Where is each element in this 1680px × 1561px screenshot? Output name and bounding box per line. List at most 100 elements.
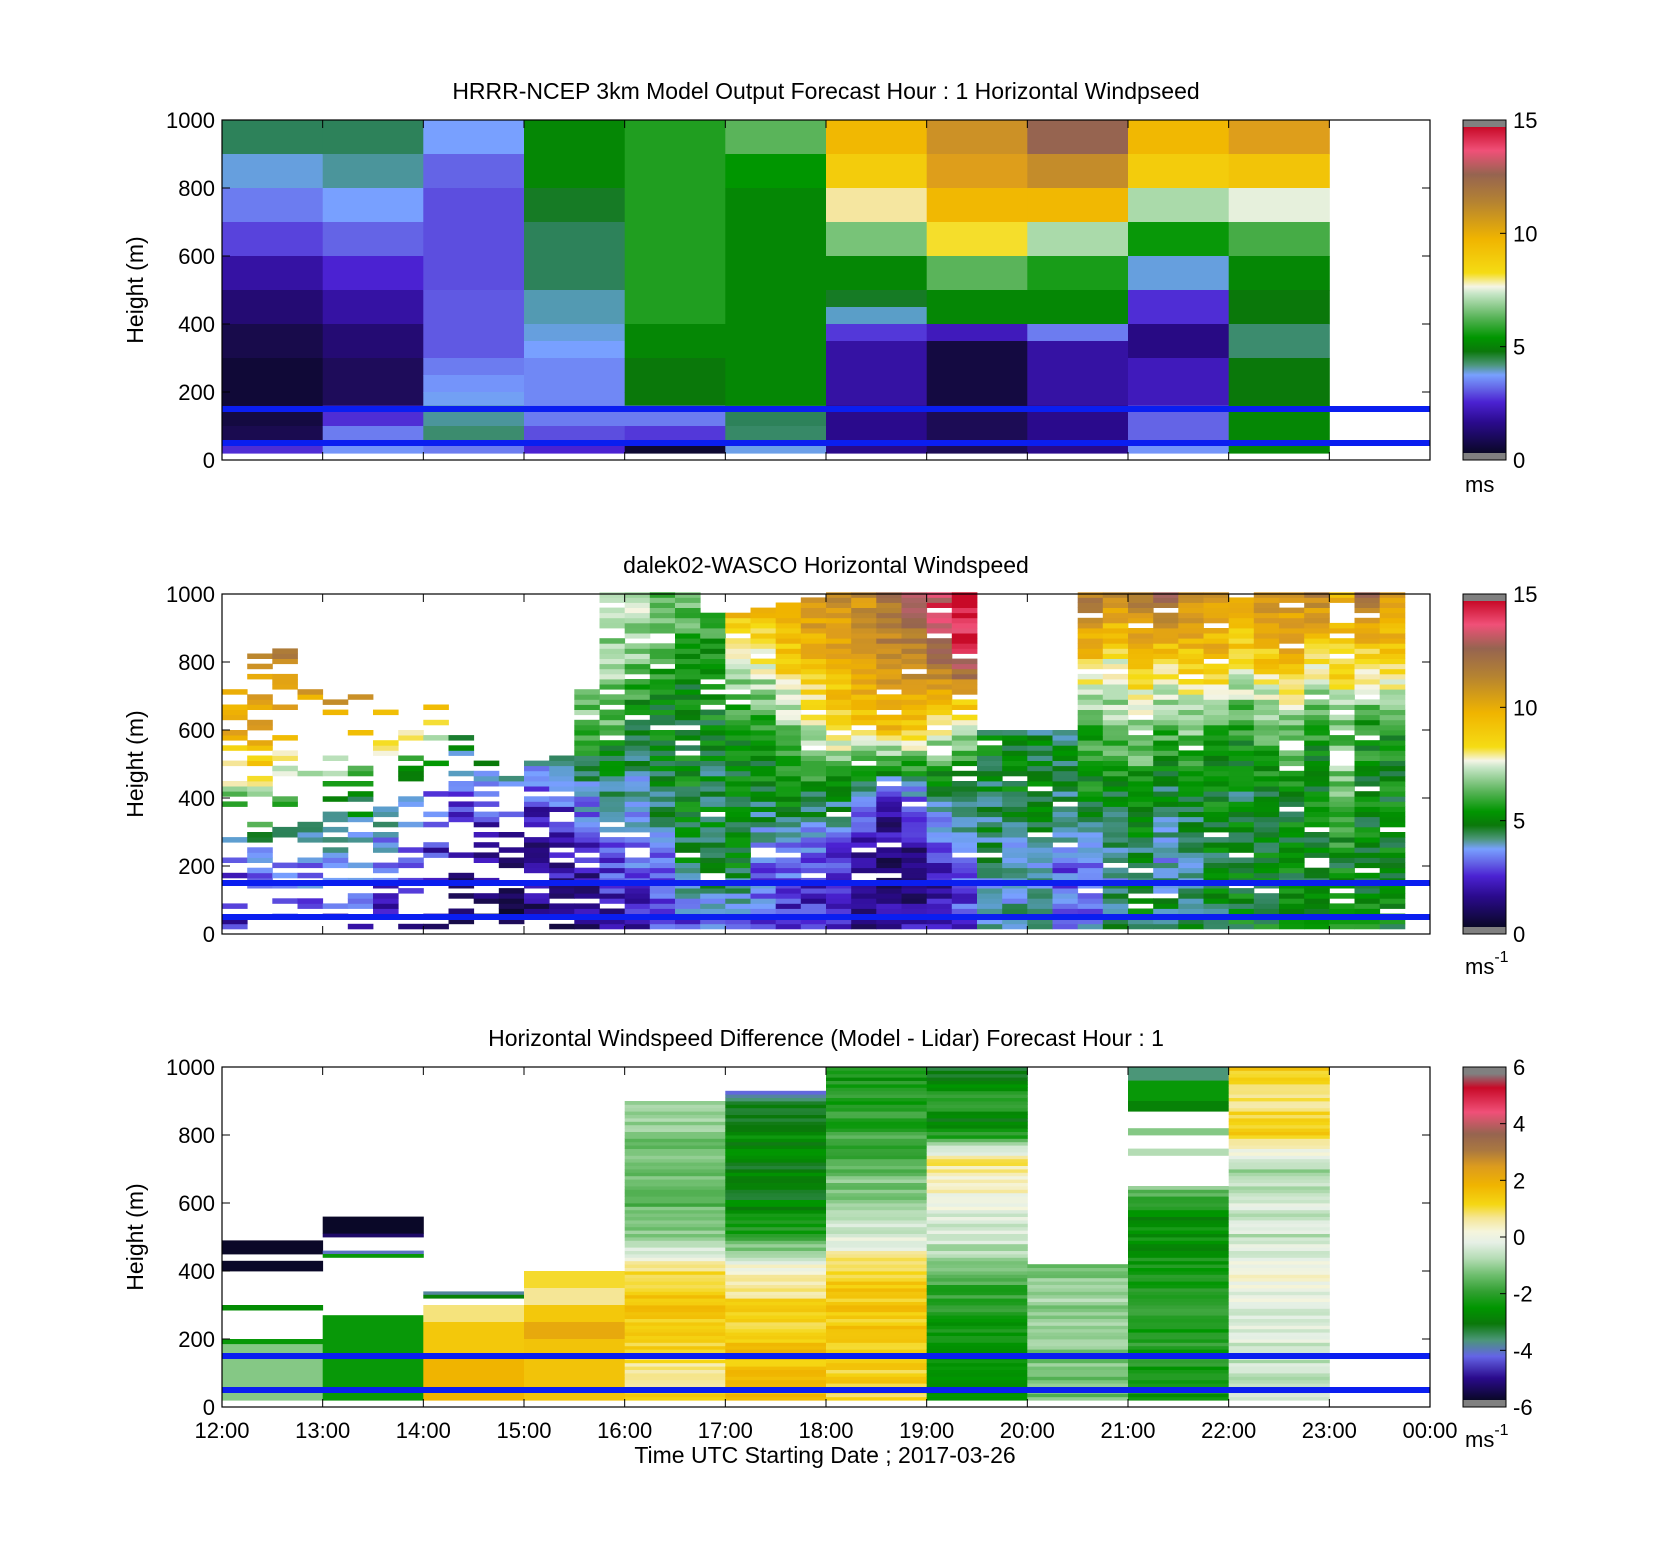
heatmap-cell [951,898,978,904]
heatmap-cell [649,592,676,598]
heatmap-cell [1379,847,1406,853]
heatmap-cell [1203,745,1230,751]
heatmap-cell [549,775,575,782]
heatmap-cell [675,842,701,848]
heatmap-cell [725,872,751,879]
heatmap-cell [675,791,701,797]
heatmap-cell [1304,755,1330,761]
heatmap-cell [322,1233,424,1238]
heatmap-cell [1027,1379,1129,1384]
heatmap-cell [272,684,298,690]
heatmap-cell [222,426,324,444]
heatmap-cell [1279,826,1305,833]
heatmap-cell [826,658,852,665]
heatmap-cell [423,1291,525,1296]
heatmap-cell [649,679,676,685]
heatmap-cell [1279,622,1305,629]
heatmap-cell [1329,745,1355,751]
heatmap-cell [826,1379,928,1384]
heatmap-cell [876,643,902,649]
heatmap-cell [624,801,651,807]
heatmap-cell [826,816,852,823]
heatmap-cell [951,867,978,874]
heatmap-cell [1077,847,1104,853]
heatmap-cell [649,622,676,629]
heatmap-cell [977,908,1003,914]
heatmap-cell [599,918,626,925]
heatmap-cell [1354,750,1381,756]
heatmap-cell [423,120,525,155]
heatmap-cell [951,832,978,838]
heatmap-cell [1077,811,1104,818]
heatmap-cell [1128,1359,1230,1364]
heatmap-cell [1128,908,1154,914]
heatmap-cell [951,842,978,848]
heatmap-cell [574,735,600,741]
heatmap-cell [951,592,978,598]
heatmap-cell [675,867,701,874]
heatmap-cell [926,1308,1028,1313]
heatmap-cell [574,760,600,767]
heatmap-cell [826,1366,928,1370]
heatmap-cell [926,1366,1028,1370]
heatmap-cell [1329,816,1355,823]
heatmap-cell [1279,908,1305,914]
heatmap-cell [1128,1277,1230,1282]
heatmap-cell [750,903,777,909]
heatmap-cell [775,796,802,802]
heatmap-cell [1052,775,1079,782]
heatmap-cell [1052,781,1079,787]
heatmap-cell [1329,694,1355,700]
heatmap-cell [826,1230,928,1234]
heatmap-cell [1077,719,1104,726]
heatmap-cell [423,1305,525,1323]
heatmap-cell [1279,704,1305,710]
heatmap-cell [826,908,852,914]
heatmap-cell [826,735,852,741]
heatmap-cell [599,781,626,787]
heatmap-cell [373,740,399,746]
heatmap-cell [1228,1104,1330,1109]
heatmap-cell [1102,714,1129,721]
heatmap-cell [448,735,475,741]
heatmap-cell [1354,689,1381,695]
heatmap-cell [951,617,978,624]
heatmap-cell [826,755,852,761]
heatmap-cell [649,699,676,705]
heatmap-cell [675,903,701,909]
heatmap-cell [851,663,877,670]
heatmap-cell [725,1243,827,1248]
heatmap-cell [775,689,802,695]
heatmap-cell [448,750,475,756]
heatmap-cell [926,821,953,828]
heatmap-cell [1228,1342,1330,1347]
heatmap-cell [851,806,877,812]
heatmap-cell [926,1182,1028,1187]
heatmap-cell [926,1084,1028,1088]
panel-3: 12:00 13:00 14:00 15:00 16:00 17:00 18:00 19:00… [122,1025,1533,1452]
heatmap-cell [1077,765,1104,772]
heatmap-cell [1027,735,1053,741]
heatmap-cell [624,704,651,710]
heatmap-cell [750,607,777,614]
heatmap-cell [1228,617,1255,624]
heatmap-cell [851,673,877,680]
heatmap-cell [1128,607,1154,614]
heatmap-cell [373,862,399,869]
colorbar-tick-label: 10 [1513,695,1537,720]
heatmap-cell [1279,719,1305,726]
heatmap-cell [800,801,827,807]
heatmap-cell [1228,1182,1330,1187]
heatmap-cell [725,1322,827,1326]
heatmap-cell [901,811,928,818]
heatmap-cell [1128,872,1154,879]
heatmap-cell [826,1240,928,1245]
heatmap-cell [1027,1345,1129,1350]
heatmap-cell [675,653,701,659]
heatmap-cell [1228,1226,1330,1231]
heatmap-cell [624,1318,726,1323]
heatmap-cell [222,872,248,879]
heatmap-cell [1329,628,1355,634]
heatmap-cell [725,1179,827,1183]
heatmap-cell [1329,592,1355,598]
